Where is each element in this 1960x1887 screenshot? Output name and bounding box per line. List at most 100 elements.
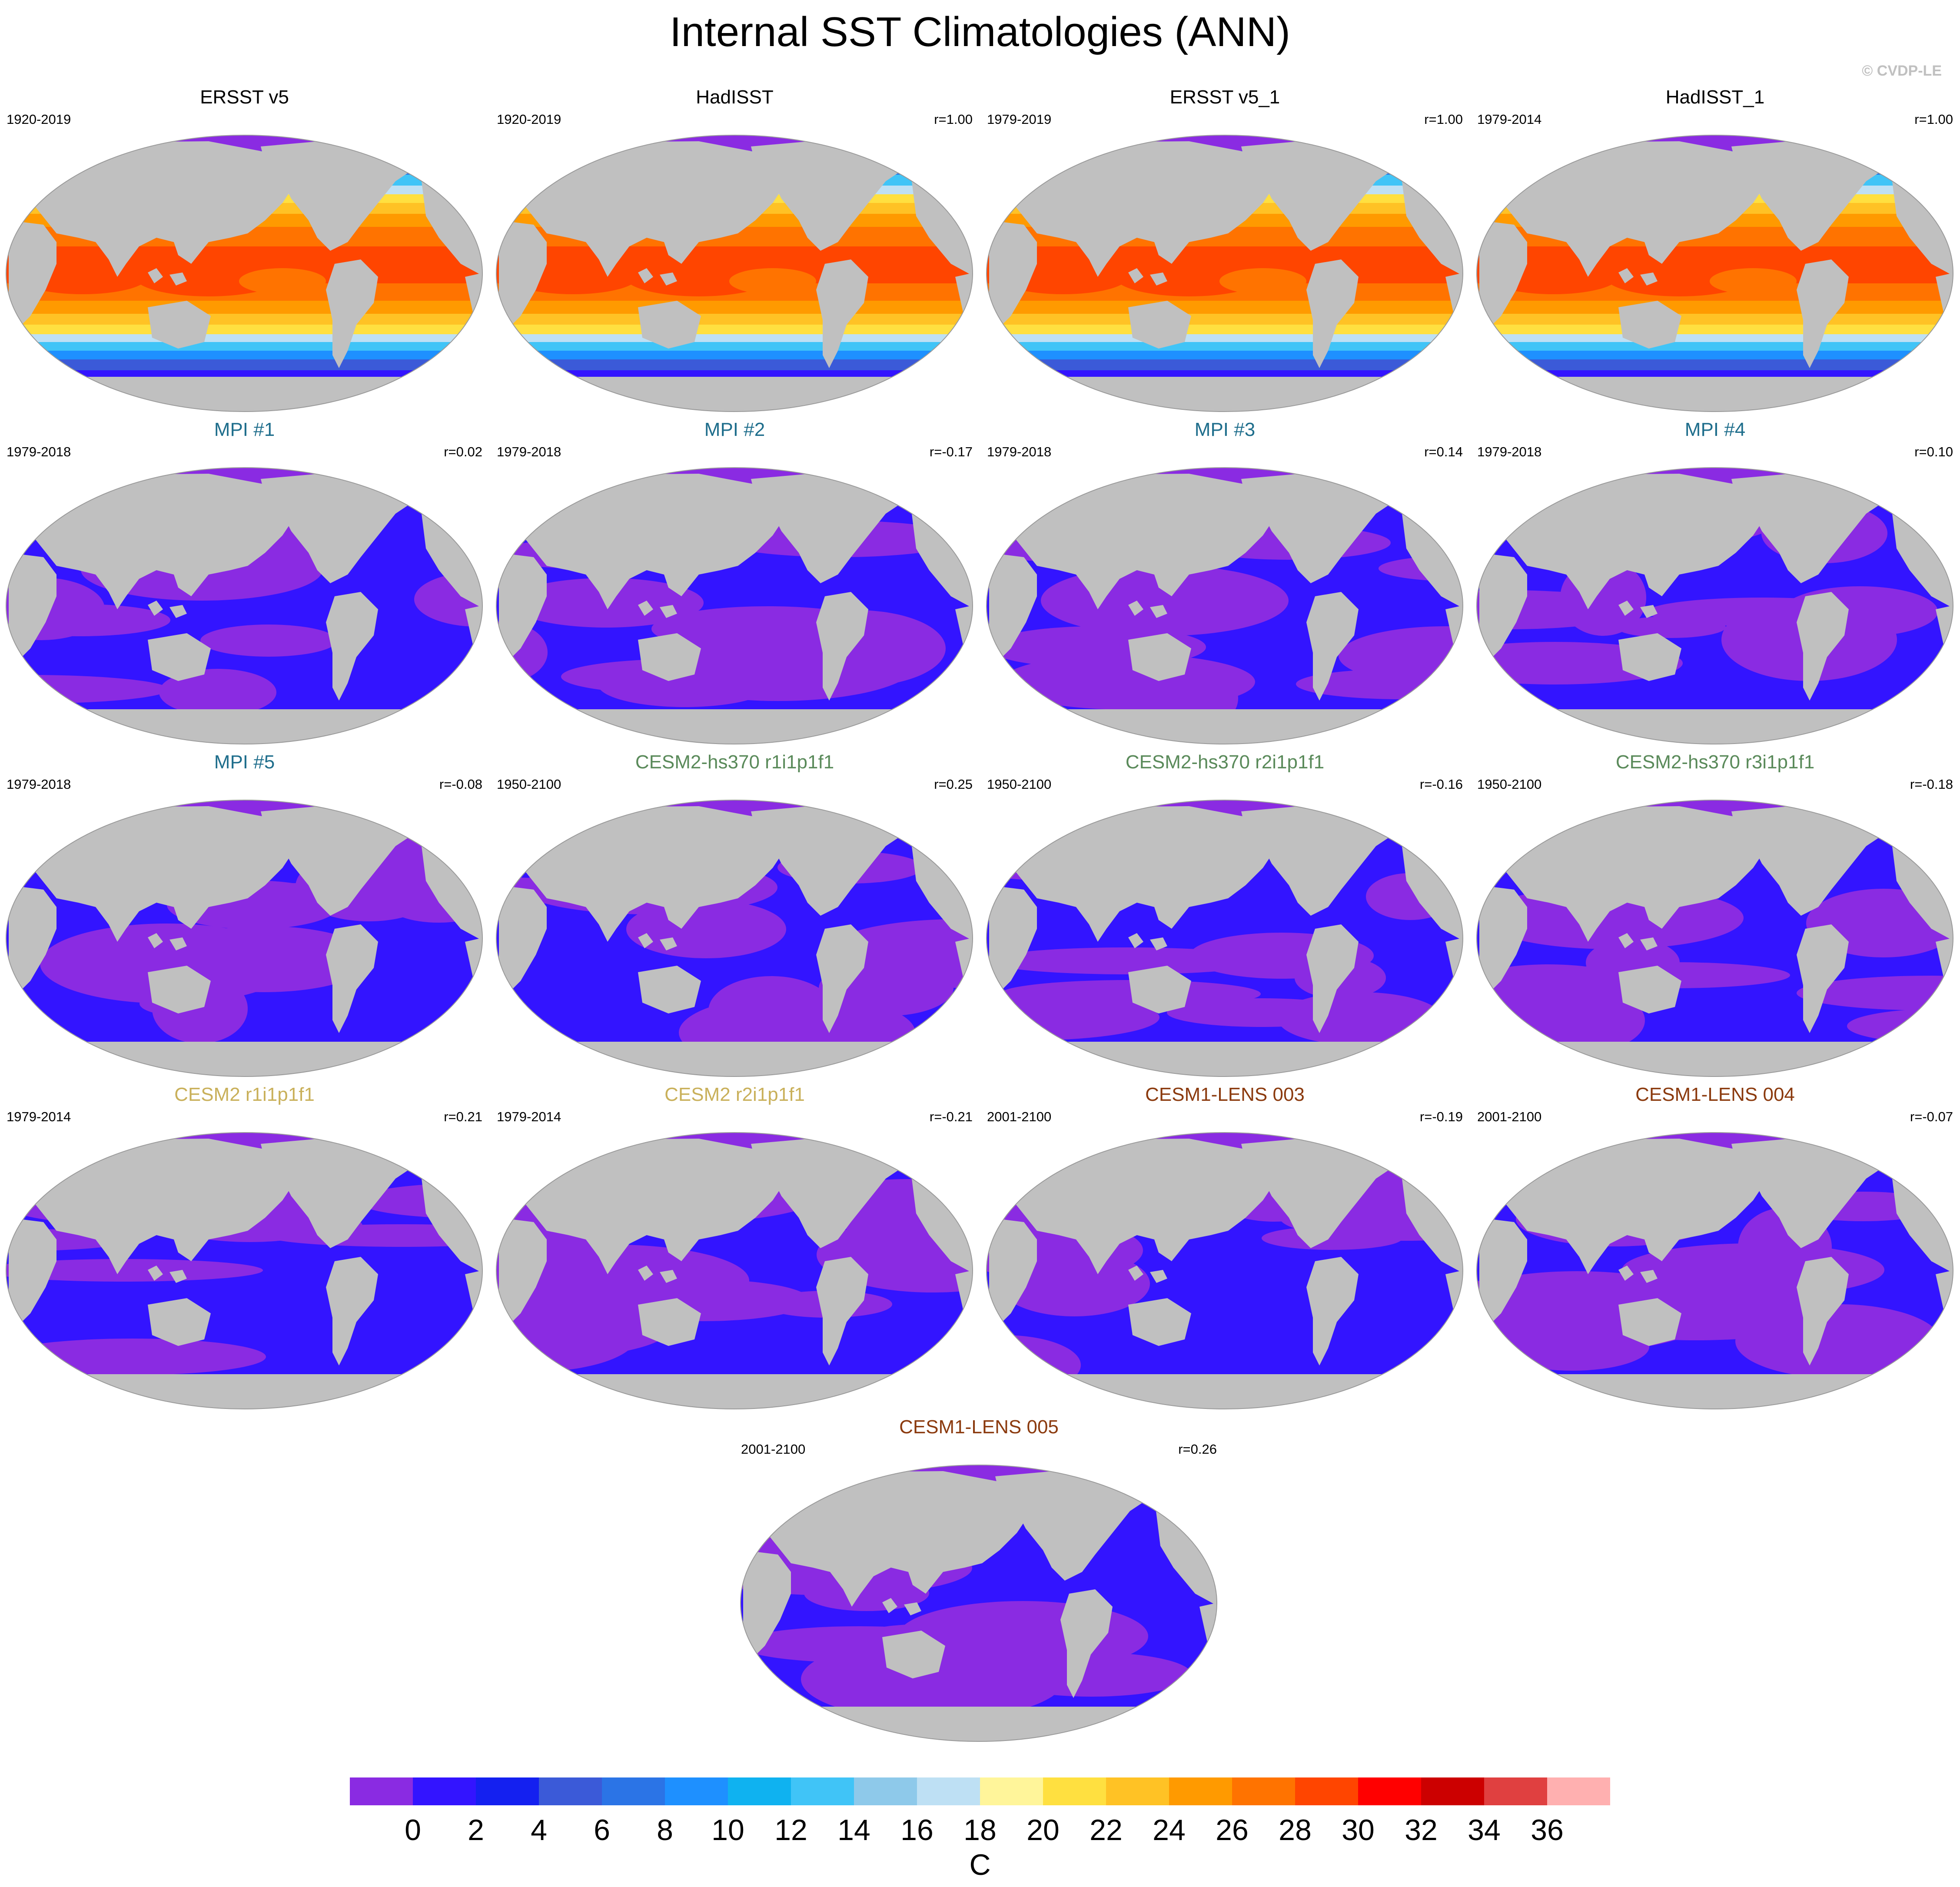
colorbar-tick-label: 16 [900, 1814, 933, 1847]
panel-correlation: r=0.02 [444, 444, 482, 459]
colorbar-tick-label: 8 [657, 1814, 673, 1847]
panel-title: ERSST v5_1 [1169, 86, 1280, 108]
panel-correlation: r=0.26 [1178, 1442, 1217, 1457]
colorbar-tick-label: 26 [1216, 1814, 1249, 1847]
figure-title: Internal SST Climatologies (ANN) [669, 9, 1291, 55]
panel-period: 2001-2100 [987, 1109, 1052, 1124]
panel-correlation: r=-0.21 [929, 1109, 973, 1124]
panel-correlation: r=-0.18 [1910, 777, 1953, 792]
colorbar-tick-label: 36 [1531, 1814, 1564, 1847]
map-panel: CESM2 r1i1p1f1 1979-2014 r=0.21 [0, 1082, 489, 1412]
map-panel: MPI #2 1979-2018 r=-0.17 [490, 417, 979, 747]
colorbar-tick-label: 6 [594, 1814, 610, 1847]
colorbar-tick-label: 24 [1153, 1814, 1186, 1847]
sst-map [1476, 135, 1953, 412]
panel-correlation: r=-0.17 [929, 444, 973, 459]
colorbar-swatch [1169, 1777, 1232, 1805]
panel-period: 2001-2100 [741, 1442, 806, 1457]
panel-period: 1920-2019 [497, 112, 561, 127]
panel-correlation: r=1.00 [934, 112, 973, 127]
colorbar-swatch [980, 1777, 1043, 1805]
map-panel: MPI #3 1979-2018 r=0.14 [980, 417, 1469, 747]
map-panel: ERSST v5 1920-2019 [0, 85, 489, 415]
colorbar-swatch [413, 1777, 476, 1805]
map-panel: CESM1-LENS 005 2001-2100 r=0.26 [734, 1415, 1223, 1745]
panel-period: 1979-2018 [987, 444, 1052, 459]
panel-title: ERSST v5 [200, 86, 289, 108]
colorbar-tick-label: 30 [1342, 1814, 1375, 1847]
panel-period: 1950-2100 [987, 777, 1052, 792]
sst-map [6, 135, 483, 412]
panel-title: MPI #5 [214, 751, 275, 773]
panel-title: CESM1-LENS 005 [899, 1416, 1059, 1438]
sst-map [6, 800, 483, 1077]
sst-map [6, 1132, 483, 1409]
panel-period: 1979-2014 [1477, 112, 1542, 127]
colorbar-tick-label: 0 [405, 1814, 421, 1847]
panel-period: 2001-2100 [1477, 1109, 1542, 1124]
sst-map [740, 1465, 1217, 1742]
colorbar-swatch [1295, 1777, 1358, 1805]
colorbar-swatch [1421, 1777, 1484, 1805]
panel-title: CESM2-hs370 r3i1p1f1 [1615, 751, 1815, 773]
colorbar-tick-label: 20 [1027, 1814, 1060, 1847]
colorbar-tick-label: 18 [963, 1814, 997, 1847]
colorbar: 0 2 4 6 8 10 12 14 16 18 20 22 24 26 28 30 32 34 36C [350, 1777, 1610, 1881]
colorbar-swatch [350, 1777, 413, 1805]
map-panel: HadISST 1920-2019 r=1.00 [490, 85, 979, 415]
map-panel: CESM2-hs370 r2i1p1f1 1950-2100 r=-0.16 [980, 750, 1469, 1080]
panel-title: MPI #2 [704, 419, 765, 440]
sst-map [1476, 467, 1953, 744]
panel-correlation: r=1.00 [1424, 112, 1463, 127]
panel-correlation: r=-0.08 [439, 777, 482, 792]
panel-period: 1950-2100 [1477, 777, 1542, 792]
panel-correlation: r=-0.16 [1419, 777, 1463, 792]
sst-map [986, 135, 1463, 412]
panel-title: HadISST_1 [1665, 86, 1765, 108]
map-panel: CESM1-LENS 003 2001-2100 r=-0.19 [980, 1082, 1469, 1412]
panel-period: 1979-2018 [1477, 444, 1542, 459]
panel-correlation: r=0.25 [934, 777, 973, 792]
sst-map [986, 800, 1463, 1077]
colorbar-swatch [854, 1777, 917, 1805]
colorbar-swatch [791, 1777, 854, 1805]
panel-title: HadISST [696, 86, 774, 108]
map-panel: MPI #4 1979-2018 r=0.10 [1471, 417, 1960, 747]
map-panel: MPI #1 1979-2018 r=0.02 [0, 417, 489, 747]
sst-map [496, 467, 973, 744]
panel-title: CESM1-LENS 004 [1635, 1084, 1795, 1105]
map-panel: MPI #5 1979-2018 r=-0.08 [0, 750, 489, 1080]
panel-period: 1979-2018 [497, 444, 561, 459]
colorbar-swatch [1358, 1777, 1421, 1805]
panel-correlation: r=0.21 [444, 1109, 482, 1124]
sst-map [496, 135, 973, 412]
panel-period: 1979-2018 [7, 444, 71, 459]
panel-correlation: r=0.14 [1424, 444, 1463, 459]
panel-title: CESM2 r2i1p1f1 [664, 1084, 805, 1105]
map-panel: ERSST v5_1 1979-2019 r=1.00 [980, 85, 1469, 415]
colorbar-unit-label: C [969, 1848, 990, 1881]
panel-title: CESM2-hs370 r2i1p1f1 [1125, 751, 1325, 773]
map-panel: CESM2 r2i1p1f1 1979-2014 r=-0.21 [490, 1082, 979, 1412]
colorbar-tick-label: 14 [837, 1814, 870, 1847]
panel-title: CESM2 r1i1p1f1 [174, 1084, 315, 1105]
panel-title: MPI #3 [1194, 419, 1256, 440]
panel-period: 1979-2018 [7, 777, 71, 792]
panel-correlation: r=-0.19 [1419, 1109, 1463, 1124]
sst-map [1476, 1132, 1953, 1409]
colorbar-swatch [1043, 1777, 1106, 1805]
colorbar-swatch [1547, 1777, 1610, 1805]
sst-map [986, 1132, 1463, 1409]
colorbar-tick-label: 34 [1468, 1814, 1501, 1847]
map-panel: CESM2-hs370 r3i1p1f1 1950-2100 r=-0.18 [1471, 750, 1960, 1080]
panel-period: 1920-2019 [7, 112, 71, 127]
colorbar-swatch [665, 1777, 728, 1805]
colorbar-tick-label: 22 [1090, 1814, 1123, 1847]
panel-title: MPI #4 [1684, 419, 1746, 440]
colorbar-swatch [917, 1777, 980, 1805]
map-panel: CESM2-hs370 r1i1p1f1 1950-2100 r=0.25 [490, 750, 979, 1080]
colorbar-swatch [476, 1777, 539, 1805]
colorbar-swatch [539, 1777, 602, 1805]
sst-map [496, 1132, 973, 1409]
panel-period: 1950-2100 [497, 777, 561, 792]
